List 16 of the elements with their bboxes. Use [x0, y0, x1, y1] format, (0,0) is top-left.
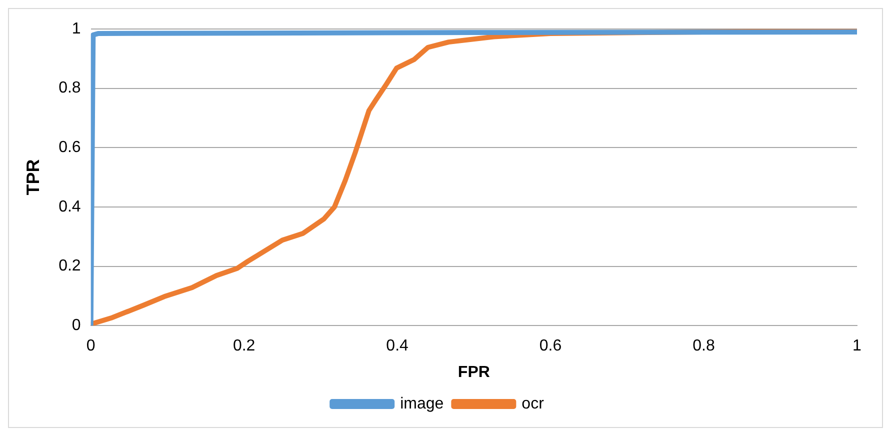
x-tick-label: 1	[852, 338, 862, 355]
y-tick-label: 0.2	[58, 258, 81, 275]
x-axis-title: FPR	[458, 364, 490, 381]
y-tick-label: 0.4	[58, 198, 81, 216]
x-tick-label: 0.2	[232, 338, 256, 355]
legend-label: image	[400, 395, 444, 412]
y-tick-label: 0	[72, 317, 81, 334]
x-tick-label: 0.6	[539, 338, 562, 355]
x-tick-label: 0	[86, 338, 96, 355]
y-tick-label: 0.6	[58, 139, 81, 156]
y-axis-title: TPR	[22, 159, 43, 196]
y-tick-label: 1	[72, 20, 81, 38]
y-tick-label: 0.8	[58, 80, 81, 97]
legend-label: ocr	[522, 395, 545, 412]
x-tick-label: 0.8	[692, 338, 715, 355]
x-tick-label: 0.4	[386, 338, 409, 355]
